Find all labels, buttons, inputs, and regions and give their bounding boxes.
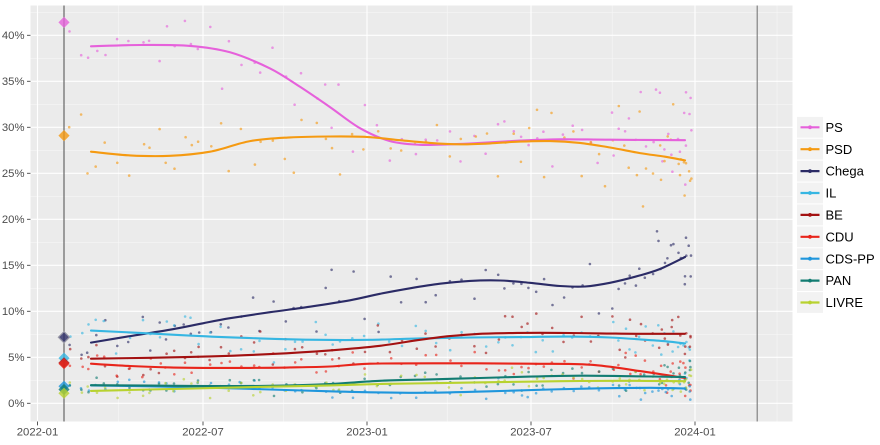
svg-text:15%: 15% <box>2 260 25 272</box>
svg-text:40%: 40% <box>2 30 25 42</box>
svg-text:2024-01: 2024-01 <box>674 426 715 438</box>
svg-text:Chega: Chega <box>826 164 865 179</box>
svg-text:0%: 0% <box>8 398 24 410</box>
svg-text:PSD: PSD <box>826 142 853 157</box>
svg-text:PAN: PAN <box>826 273 852 288</box>
svg-text:IL: IL <box>826 186 837 201</box>
svg-text:2023-01: 2023-01 <box>346 426 387 438</box>
svg-text:2022-01: 2022-01 <box>17 426 58 438</box>
svg-text:LIVRE: LIVRE <box>826 295 864 310</box>
svg-text:25%: 25% <box>2 168 25 180</box>
svg-text:20%: 20% <box>2 214 25 226</box>
svg-text:PS: PS <box>826 120 844 135</box>
svg-text:5%: 5% <box>8 352 24 364</box>
svg-text:CDS-PP: CDS-PP <box>826 251 875 266</box>
svg-text:2022-07: 2022-07 <box>182 426 223 438</box>
svg-text:10%: 10% <box>2 306 25 318</box>
svg-text:2023-07: 2023-07 <box>510 426 551 438</box>
svg-text:BE: BE <box>826 208 844 223</box>
svg-text:35%: 35% <box>2 76 25 88</box>
svg-text:30%: 30% <box>2 122 25 134</box>
svg-text:CDU: CDU <box>826 229 854 244</box>
